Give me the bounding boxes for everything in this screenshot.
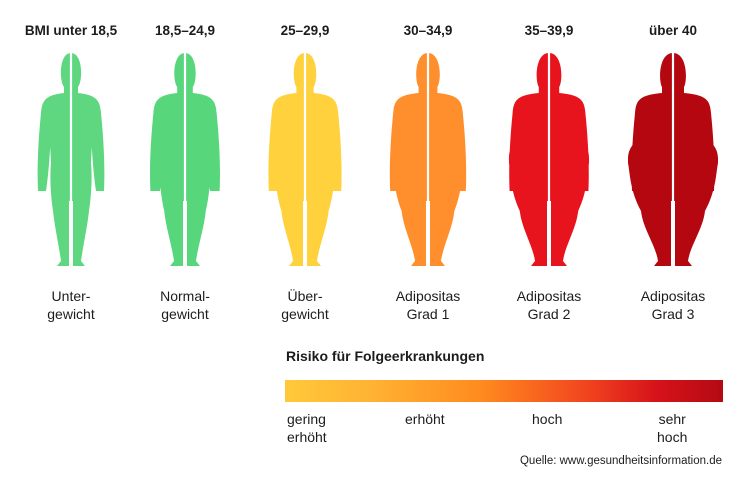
body-silhouette-icon — [389, 51, 467, 269]
risk-label-very-high-line1: sehr — [658, 411, 686, 427]
bmi-range-label: 25–29,9 — [280, 23, 330, 38]
weight-category-line1: Normal- — [160, 288, 210, 304]
weight-category-line2: Grad 3 — [651, 306, 695, 322]
weight-category-label: Unter-gewicht — [47, 287, 94, 323]
weight-category-line2: gewicht — [47, 306, 95, 322]
risk-label-high-text: hoch — [532, 411, 563, 427]
weight-category-line2: Grad 2 — [527, 306, 571, 322]
risk-label-very-high-line2: hoch — [657, 429, 688, 445]
bmi-column: 35–39,9 Adipositas Grad 2 — [488, 0, 610, 323]
body-silhouette-icon — [268, 51, 342, 269]
weight-category-line1: Unter- — [51, 288, 91, 304]
bmi-range-label: 30–34,9 — [403, 23, 453, 38]
weight-category-label: Adipositas Grad 2 — [517, 287, 582, 323]
weight-category-label: Adipositas Grad 1 — [396, 287, 461, 323]
risk-gradient-bar — [285, 380, 723, 402]
bmi-column: 25–29,9 Über-gewicht — [244, 0, 366, 323]
body-silhouette-icon — [628, 51, 718, 269]
weight-category-line1: Adipositas — [516, 288, 582, 304]
bmi-range-label: 18,5–24,9 — [154, 23, 216, 38]
weight-category-line1: Adipositas — [395, 288, 461, 304]
weight-category-line1: Über- — [287, 288, 323, 304]
bmi-column: 18,5–24,9 Normal-gewicht — [124, 0, 246, 323]
bmi-column: 30–34,9 Adipositas Grad 1 — [367, 0, 489, 323]
weight-category-line1: Adipositas — [640, 288, 706, 304]
risk-label-very-high: sehr hoch — [657, 410, 687, 446]
risk-label-low-line1: gering — [287, 411, 326, 427]
risk-label-elevated: erhöht — [405, 410, 445, 428]
weight-category-label: Über-gewicht — [281, 287, 328, 323]
weight-category-line2: Grad 1 — [406, 306, 450, 322]
weight-category-line2: gewicht — [161, 306, 209, 322]
weight-category-label: Normal-gewicht — [160, 287, 210, 323]
bmi-range-label: 35–39,9 — [524, 23, 574, 38]
bmi-range-label: BMI unter 18,5 — [24, 23, 118, 38]
risk-label-elevated-text: erhöht — [405, 411, 445, 427]
weight-category-line2: gewicht — [281, 306, 329, 322]
source-note: Quelle: www.gesundheitsinformation.de — [519, 455, 722, 467]
risk-title: Risiko für Folgeerkrankungen — [286, 348, 485, 364]
bmi-column: über 40 Adipositas Grad 3 — [612, 0, 734, 323]
risk-label-high: hoch — [532, 410, 562, 428]
body-silhouette-icon — [37, 51, 105, 269]
body-silhouette-icon — [508, 51, 590, 269]
risk-label-low: gering erhöht — [287, 410, 327, 446]
risk-label-low-line2: erhöht — [287, 429, 327, 445]
weight-category-label: Adipositas Grad 3 — [641, 287, 706, 323]
bmi-column: BMI unter 18,5 Unter-gewicht — [10, 0, 132, 323]
bmi-range-label: über 40 — [648, 23, 698, 38]
body-silhouette-icon — [150, 51, 220, 269]
